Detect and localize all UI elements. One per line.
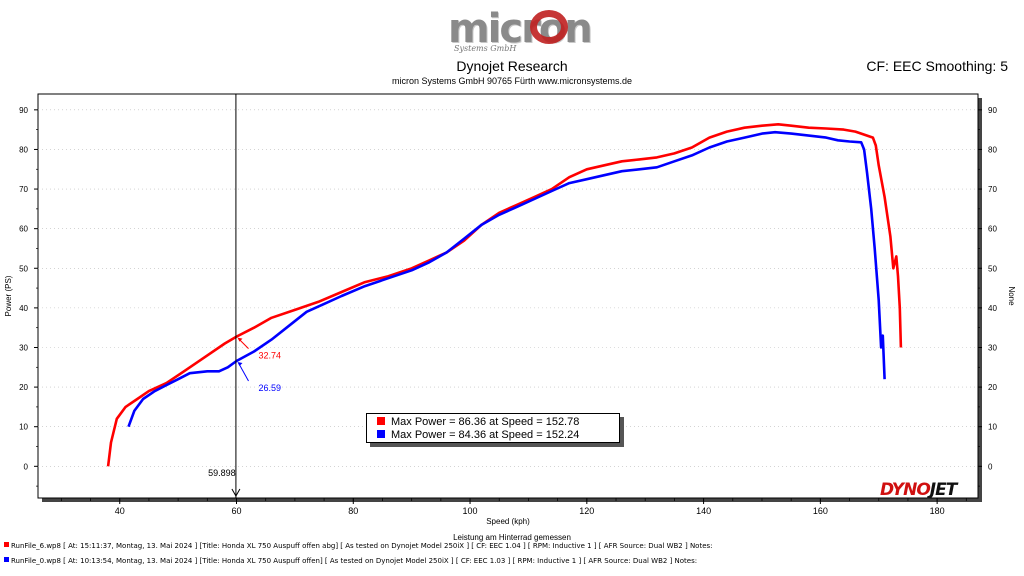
y-tick-label-right: 20 — [988, 383, 997, 392]
chart-title: Dynojet Research — [456, 58, 568, 74]
x-tick-label: 60 — [232, 506, 242, 516]
x-tick-label: 120 — [579, 506, 594, 516]
logo-subtext: Systems GmbH — [454, 44, 517, 53]
micron-logo: micron Systems GmbH — [446, 6, 593, 56]
y-tick-label-right: 10 — [988, 423, 997, 432]
brand-dyno: DYNO — [880, 480, 931, 500]
x-tick-label: 160 — [813, 506, 828, 516]
x-tick-label: 80 — [348, 506, 358, 516]
y-tick-label-left: 50 — [19, 264, 28, 273]
annotation-arrow-icon — [237, 337, 243, 342]
runfile-swatch-red — [4, 542, 9, 547]
dynojet-brand-logo: DYNOJET — [880, 480, 958, 500]
annotation-leader — [238, 362, 249, 382]
y-tick-label-left: 0 — [24, 462, 29, 471]
brand-jet: JET — [929, 480, 958, 500]
annotation-label: 26.59 — [259, 383, 282, 393]
y-tick-label-right: 50 — [988, 264, 997, 273]
y-tick-label-left: 40 — [19, 304, 28, 313]
y-tick-label-right: 0 — [988, 462, 993, 471]
cursor-arrow-icon — [231, 488, 241, 498]
legend-swatch-blue — [377, 430, 385, 438]
legend-entry: Max Power = 84.36 at Speed = 152.24 — [377, 428, 579, 442]
legend-text: Max Power = 86.36 at Speed = 152.78 — [391, 416, 580, 428]
legend-entry: Max Power = 86.36 at Speed = 152.78 — [377, 415, 579, 429]
y-tick-label-right: 60 — [988, 225, 997, 234]
annotation-group: 32.74 26.59 — [237, 337, 282, 393]
y-tick-label-left: 60 — [19, 225, 28, 234]
annotation-arrow-icon — [237, 361, 243, 366]
y-tick-label-right: 40 — [988, 304, 997, 313]
y-tick-label-right: 70 — [988, 185, 997, 194]
y-axis-label: Power (PS) — [4, 275, 13, 316]
x-tick-label: 180 — [930, 506, 945, 516]
grid-lines — [38, 109, 978, 467]
series-lines — [106, 123, 903, 467]
runfile-swatch-blue — [4, 557, 9, 562]
y-tick-label-right: 30 — [988, 343, 997, 352]
y-tick-label-left: 20 — [19, 383, 28, 392]
cursor-value-label: 59.898 — [208, 468, 236, 478]
cursor-group[interactable]: 59.898 — [208, 94, 241, 498]
y-tick-label-left: 70 — [19, 185, 28, 194]
runfile-info-row: RunFile_0.wp8 [ At: 10:13:54, Montag, 13… — [4, 557, 697, 565]
series-line-1 — [127, 130, 886, 428]
logo-ring-icon — [530, 10, 568, 44]
y-axis-right-label: None — [1007, 286, 1016, 306]
series-line-0 — [106, 123, 903, 467]
x-axis-label: Speed (kph) — [486, 517, 530, 526]
x-tick-label: 140 — [696, 506, 711, 516]
x-tick-label: 100 — [463, 506, 478, 516]
runfile-info-row: RunFile_6.wp8 [ At: 15:11:37, Montag, 13… — [4, 542, 713, 550]
y-tick-label-left: 90 — [19, 106, 28, 115]
y-tick-label-left: 10 — [19, 423, 28, 432]
annotation-label: 32.74 — [259, 351, 282, 361]
x-tick-label: 40 — [115, 506, 125, 516]
y-tick-label-left: 30 — [19, 343, 28, 352]
logo-wordmark: micron — [448, 6, 593, 52]
y-tick-label-right: 80 — [988, 145, 997, 154]
runfile-text: RunFile_0.wp8 [ At: 10:13:54, Montag, 13… — [11, 557, 698, 565]
y-tick-label-right: 90 — [988, 106, 997, 115]
chart-subtitle: micron Systems GmbH 90765 Fürth www.micr… — [391, 76, 633, 86]
legend-box: Max Power = 86.36 at Speed = 152.78 Max … — [366, 413, 620, 443]
axis-ticks: 40 60 80 100 120 140 160 180 0 0 10 10 20 20 30 30 40 40 5… — [19, 106, 997, 516]
measurement-note: Leistung am Hinterrad gemessen — [453, 533, 571, 542]
legend-text: Max Power = 84.36 at Speed = 152.24 — [391, 429, 580, 441]
runfile-text: RunFile_6.wp8 [ At: 15:11:37, Montag, 13… — [11, 542, 713, 550]
y-tick-label-left: 80 — [19, 145, 28, 154]
legend-swatch-red — [377, 417, 385, 425]
cf-smoothing-label: CF: EEC Smoothing: 5 — [866, 58, 1008, 74]
